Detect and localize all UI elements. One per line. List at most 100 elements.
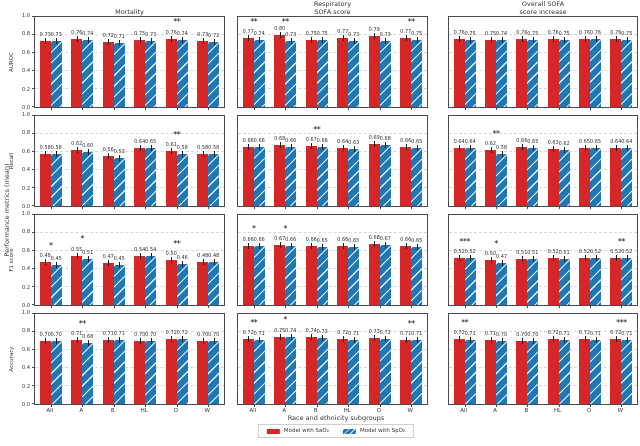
error-bar [490,36,492,43]
x-tick [145,206,147,209]
error-bar [615,35,617,42]
error-bar [182,260,184,267]
error-bar [150,338,152,344]
x-tick [285,305,287,308]
bar-value-label: 0.65 [348,237,360,244]
bar-sao2 [547,149,559,206]
bar-value-label: 0.70 [527,332,539,338]
bar-spo2 [348,41,360,107]
bar-value-label: 0.66 [285,236,297,243]
x-tick [527,305,529,308]
error-bar [405,34,407,41]
bar-value-label: 0.72 [337,330,349,337]
bar-value-label: 0.51 [558,250,570,257]
error-bar [248,143,250,150]
error-bar [150,144,152,151]
bar-value-label: 0.72 [176,330,188,337]
bar-value-label: 0.66 [316,137,328,144]
error-bar [322,243,324,250]
x-tick [145,107,147,110]
bar-sao2 [610,38,622,107]
error-bar [521,35,523,42]
bar-sao2 [39,261,51,305]
error-bar [490,147,492,154]
error-bar [56,150,58,157]
bar-value-label: 0.75 [621,30,633,37]
significance-marker: ** [173,129,181,139]
gridline [238,34,427,35]
bar-sao2 [134,341,146,404]
bar-value-label: 0.72 [208,33,220,40]
bar-value-label: 0.58 [39,144,51,151]
bar-spo2 [316,39,328,107]
bar-value-label: 0.65 [589,138,602,145]
bar-sao2 [305,245,317,305]
bar-spo2 [590,340,601,404]
bar-spo2 [464,340,476,404]
bar-value-label: 0.75 [134,30,146,37]
error-bar [374,140,376,147]
error-bar [259,143,261,150]
bar-value-label: 0.70 [197,332,209,338]
bar-spo2 [208,261,220,305]
bar-value-label: 0.71 [411,331,423,338]
bar-spo2 [464,39,476,107]
bar-value-label: 0.68 [379,135,391,142]
error-bar [171,35,173,42]
bar-value-label: 0.64 [134,139,146,146]
bar-value-label: 0.70 [208,332,220,338]
bar-value-label: 0.45 [113,255,125,262]
bar-value-label: 0.45 [50,255,62,262]
bar-spo2 [496,40,507,107]
error-bar [202,150,204,157]
error-bar [311,36,313,43]
legend: Model with SaO₂ Model with SpO₂ [257,424,415,438]
panel-accuracy-1: 0.72 0.71 ** 0.75 0.74 * 0.74 0.73 0.72 0.71 0.73 0… [237,313,428,407]
error-bar [290,143,292,150]
error-bar [182,336,184,343]
gridline [238,88,427,89]
x-tick [527,107,529,110]
panel-auroc-1: 0.77 0.74 ** 0.80 0.73 ** 0.75 0.75 0.77 0.73 0.79… [237,16,428,110]
error-bar [595,255,597,262]
error-bar [171,148,173,155]
x-tick [558,206,560,209]
x-tick [496,305,497,308]
error-bar [182,37,184,44]
bar-value-label: 0.70 [495,332,508,338]
bar-spo2 [621,258,633,305]
bar-spo2 [176,40,188,107]
bar-value-label: 0.65 [316,237,328,244]
bar-value-label: 0.80 [274,26,286,32]
bar-spo2 [82,259,94,305]
bar-value-label: 0.65 [411,138,423,145]
x-tick-label: All [460,408,468,414]
significance-marker: ** [407,318,416,328]
gridline [449,286,637,287]
bar-spo2 [348,340,360,404]
bar-sao2 [134,256,146,305]
x-tick-label: A [282,408,287,414]
gridline [35,349,224,350]
error-bar [342,242,344,249]
error-bar [615,145,617,152]
x-tick [558,107,560,110]
bar-sao2 [579,258,590,305]
bar-spo2 [348,246,360,305]
gridline [449,151,637,152]
error-bar [584,144,586,151]
bar-value-label: 0.58 [50,144,62,151]
bar-value-label: 0.73 [368,329,380,336]
x-tick [496,404,497,407]
bar-value-label: 0.66 [253,236,265,243]
bar-sao2 [274,144,286,206]
error-bar [626,36,628,43]
y-tick-label: 0.8 [22,328,30,335]
error-bar [87,37,89,44]
gridline [35,169,224,170]
error-bar [311,334,313,341]
x-tick [285,107,287,110]
bar-sao2 [165,151,177,206]
x-tick-label: W [407,408,413,414]
panel-f1-score-2: 0.52 0.52 *** 0.50 0.47 * 0.51 0.51 0.52 0.51 0.52… [448,214,638,308]
